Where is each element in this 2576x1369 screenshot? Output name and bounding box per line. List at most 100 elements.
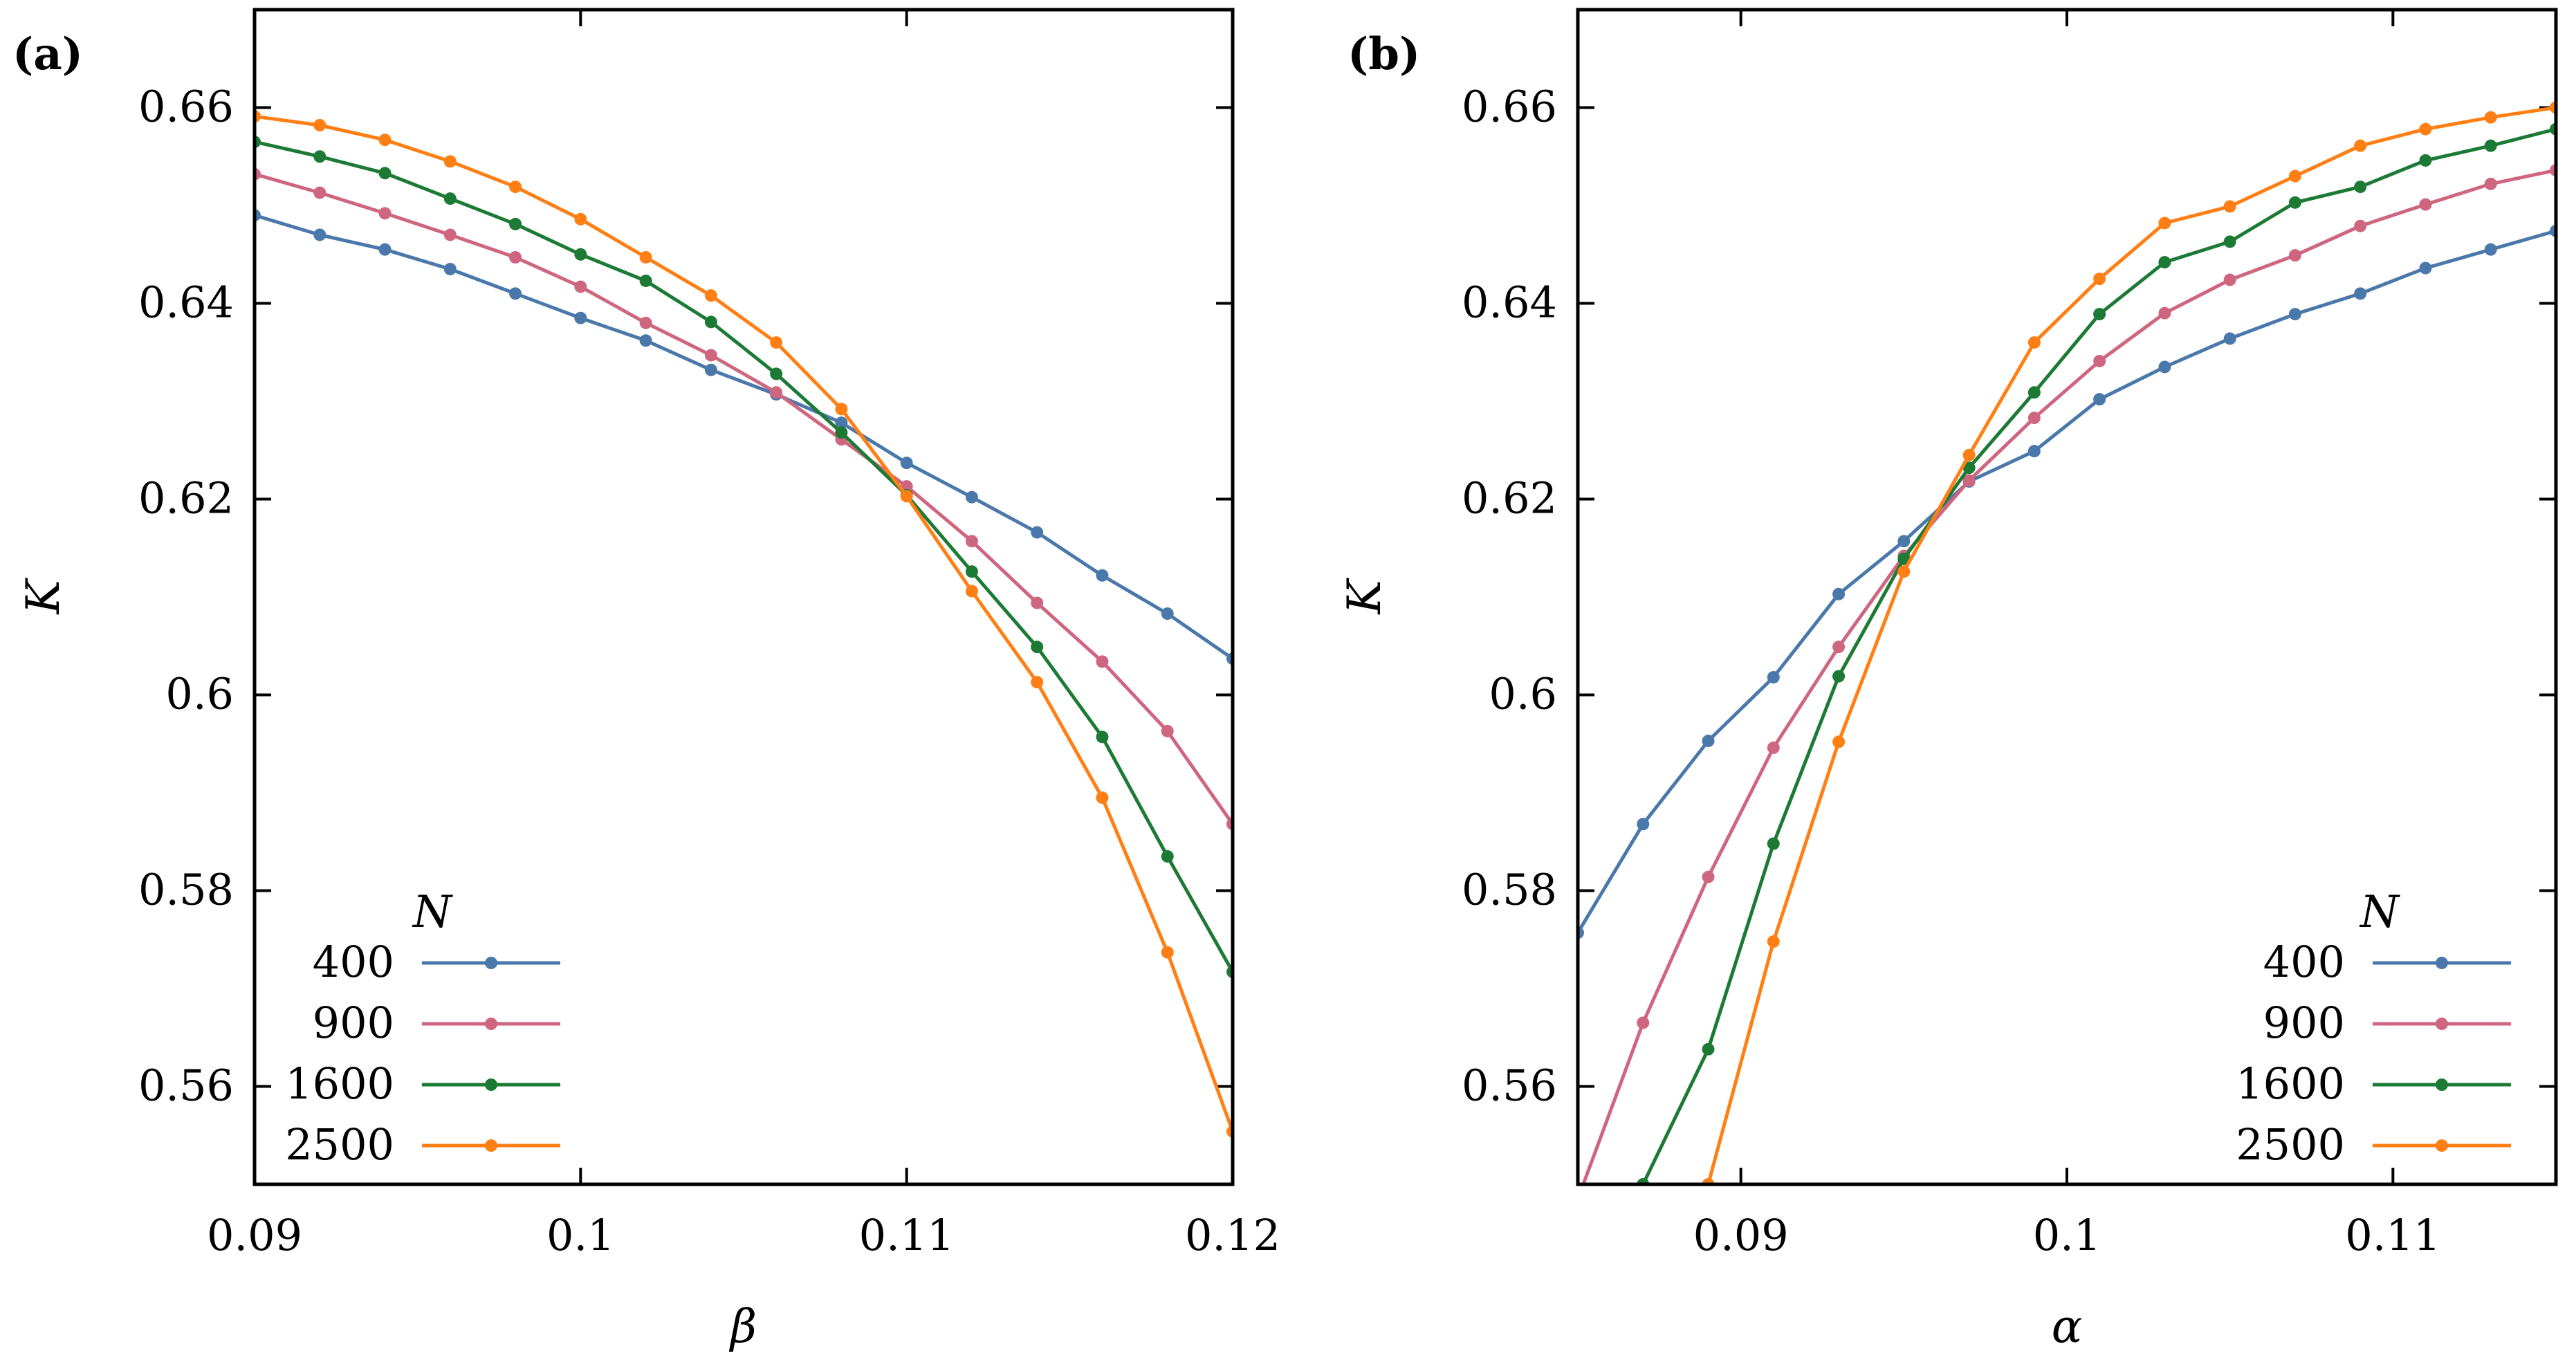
data-point-1600 — [1161, 849, 1174, 863]
data-point-1600 — [1832, 670, 1846, 683]
data-point-900 — [2027, 412, 2041, 425]
data-point-900 — [1096, 655, 1109, 668]
axes-b: 0.56 0.58 0.6 0.62 0.64 0.66 0.09 0.1 0.11 — [1462, 10, 2556, 1260]
data-point-1600 — [2484, 139, 2497, 152]
panel-a: (a) 0.560.580.60.620.640.660.09 0.1 0.11 0.… — [12, 8, 1280, 1353]
data-point-900 — [1962, 474, 1976, 487]
data-point-1600 — [2419, 154, 2432, 167]
data-point-900 — [1031, 596, 1044, 609]
data-point-400 — [378, 243, 392, 256]
data-point-1600 — [704, 315, 717, 329]
data-point-900 — [1832, 641, 1846, 654]
legend-marker-2500 — [2436, 1139, 2448, 1152]
data-point-400 — [835, 416, 848, 430]
data-point-1600 — [313, 150, 326, 163]
panel-b: (b) 0.56 0.58 0.6 0.62 0.64 0.66 0.09 0.1 0.11 K… — [1338, 8, 2558, 1353]
panel-label-a: (a) — [12, 28, 83, 80]
x-tick-label: 0.1 — [2033, 1210, 2101, 1260]
legend-label-400: 400 — [313, 937, 394, 987]
data-point-900 — [704, 349, 717, 362]
data-point-900 — [639, 316, 652, 329]
data-point-2500 — [2419, 122, 2432, 136]
series-line-2500 — [255, 114, 1233, 1132]
data-point-1600 — [1572, 1296, 1584, 1308]
x-tick-label: 0.09 — [1693, 1210, 1789, 1260]
data-point-400 — [2158, 360, 2171, 374]
data-point-900 — [2484, 177, 2497, 190]
legend-marker-2500 — [485, 1139, 497, 1152]
data-point-900 — [2419, 198, 2432, 211]
y-tick-label: 0.66 — [1462, 82, 1557, 132]
legend-label-1600: 1600 — [2236, 1058, 2345, 1109]
x-tick-label: 0.1 — [546, 1210, 615, 1260]
data-point-2500 — [900, 490, 913, 503]
data-point-400 — [2484, 243, 2497, 256]
y-tick-label: 0.56 — [1462, 1060, 1557, 1111]
data-point-2500 — [1767, 935, 1780, 948]
data-point-1600 — [2223, 235, 2236, 248]
data-point-1600 — [378, 167, 392, 180]
data-point-900 — [443, 228, 457, 241]
y-tick-label: 0.62 — [1462, 473, 1557, 524]
series-line-1600 — [255, 140, 1233, 973]
y-axis-title-b: K — [1338, 578, 1391, 615]
data-point-1600 — [443, 192, 457, 205]
data-point-2500 — [2484, 111, 2497, 124]
series-a — [255, 110, 1233, 1138]
data-point-1600 — [1702, 1042, 1715, 1056]
y-tick-label: 0.56 — [138, 1060, 234, 1111]
y-tick-label: 0.6 — [1489, 669, 1557, 719]
data-point-900 — [509, 250, 522, 264]
data-point-2500 — [1096, 791, 1109, 805]
data-point-2500 — [2354, 139, 2367, 152]
data-point-1600 — [2354, 181, 2367, 194]
data-point-2500 — [835, 403, 848, 416]
data-point-400 — [509, 287, 522, 300]
data-point-400 — [1637, 818, 1650, 831]
legend-label-2500: 2500 — [2236, 1119, 2345, 1170]
data-point-2500 — [313, 118, 326, 131]
data-point-1600 — [835, 426, 848, 439]
x-tick-label: 0.11 — [2345, 1210, 2440, 1260]
data-point-900 — [1637, 1016, 1650, 1029]
data-point-900 — [770, 386, 783, 399]
legend-marker-900 — [2436, 1018, 2448, 1030]
data-point-400 — [639, 334, 652, 347]
legend-label-400: 400 — [2263, 937, 2345, 987]
data-point-900 — [1161, 724, 1174, 737]
data-point-400 — [900, 457, 913, 470]
data-point-400 — [313, 228, 326, 241]
series-line-2500 — [1706, 106, 2556, 1184]
data-point-2500 — [1897, 565, 1911, 578]
y-tick-label: 0.62 — [138, 473, 234, 524]
plot-frame-b — [1576, 8, 2558, 1186]
data-point-400 — [1897, 535, 1911, 548]
legend-marker-400 — [485, 957, 497, 969]
legend-marker-1600 — [2436, 1078, 2448, 1091]
y-tick-label: 0.66 — [138, 82, 234, 132]
data-point-900 — [378, 207, 392, 220]
data-point-1600 — [509, 217, 522, 230]
data-point-400 — [704, 363, 717, 376]
legend-marker-400 — [2436, 957, 2448, 969]
data-point-1600 — [1897, 552, 1911, 565]
data-point-1600 — [1767, 837, 1780, 850]
x-axis-title-b: α — [2052, 1300, 2083, 1353]
data-point-2500 — [509, 181, 522, 194]
data-point-900 — [2158, 306, 2171, 320]
data-point-2500 — [1031, 676, 1044, 689]
series-line-1600 — [1641, 127, 2556, 1184]
data-point-900 — [313, 186, 326, 199]
series-line-900 — [255, 172, 1233, 825]
data-point-900 — [1572, 1193, 1584, 1205]
data-point-400 — [1031, 526, 1044, 539]
data-point-900 — [2354, 219, 2367, 232]
data-point-2500 — [2027, 336, 2041, 349]
data-point-400 — [2419, 261, 2432, 275]
data-point-2500 — [2223, 200, 2236, 213]
data-point-2500 — [639, 250, 652, 264]
data-point-1600 — [1962, 461, 1976, 475]
data-point-2500 — [378, 134, 392, 147]
y-axis-title-a: K — [17, 578, 70, 615]
